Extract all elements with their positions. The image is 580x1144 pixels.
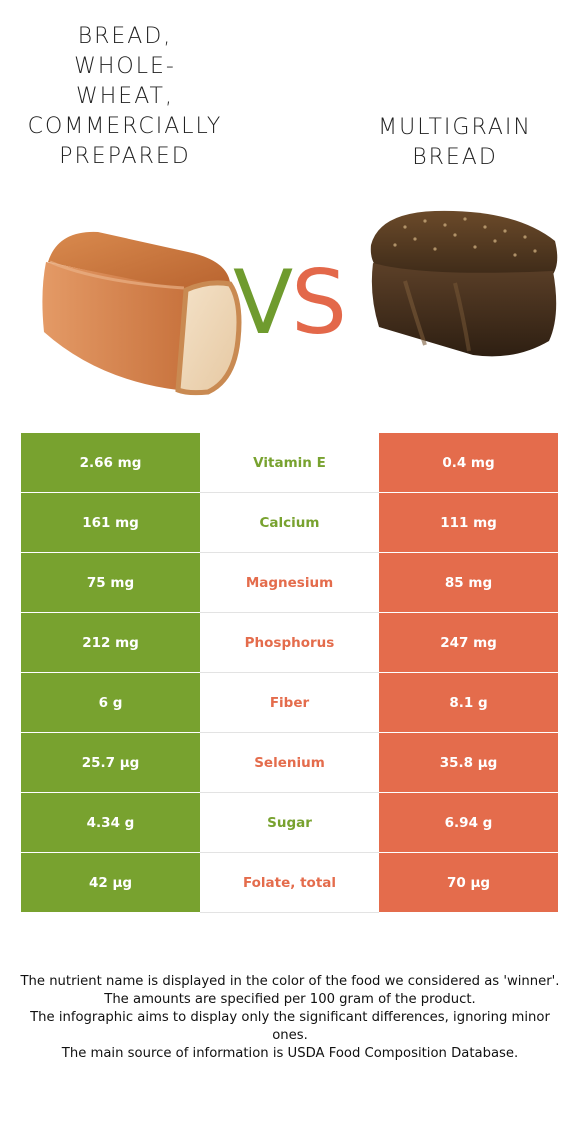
left-value: 212 mg — [21, 613, 200, 673]
nutrient-name: Vitamin E — [200, 433, 379, 493]
vs-label: VS — [224, 258, 354, 348]
table-row: 25.7 µg Selenium 35.8 µg — [21, 733, 558, 793]
right-value: 8.1 g — [379, 673, 558, 733]
nutrient-name: Sugar — [200, 793, 379, 853]
right-value: 111 mg — [379, 493, 558, 553]
comparison-table: 2.66 mg Vitamin E 0.4 mg 161 mg Calcium … — [21, 433, 558, 913]
nutrient-name: Selenium — [200, 733, 379, 793]
table-row: 2.66 mg Vitamin E 0.4 mg — [21, 433, 558, 493]
multigrain-bread-image — [370, 210, 558, 357]
footnote-line: The infographic aims to display only the… — [30, 1010, 550, 1043]
left-value: 161 mg — [21, 493, 200, 553]
table-row: 4.34 g Sugar 6.94 g — [21, 793, 558, 853]
table-row: 212 mg Phosphorus 247 mg — [21, 613, 558, 673]
table-row: 161 mg Calcium 111 mg — [21, 493, 558, 553]
footnote-line: The amounts are specified per 100 gram o… — [104, 992, 476, 1007]
left-value: 42 µg — [21, 853, 200, 913]
left-title-line: WHOLE- — [74, 54, 176, 79]
vs-s-letter: S — [291, 251, 347, 354]
left-title-line: WHEAT, — [76, 84, 174, 109]
table-row: 42 µg Folate, total 70 µg — [21, 853, 558, 913]
left-title-line: PREPARED — [59, 144, 191, 169]
left-value: 25.7 µg — [21, 733, 200, 793]
left-title-line: COMMERCIALLY — [27, 114, 223, 139]
right-value: 0.4 mg — [379, 433, 558, 493]
whole-wheat-bread-image — [42, 231, 242, 396]
right-value: 6.94 g — [379, 793, 558, 853]
nutrient-name: Fiber — [200, 673, 379, 733]
right-value: 35.8 µg — [379, 733, 558, 793]
right-value: 247 mg — [379, 613, 558, 673]
footnote-line: The nutrient name is displayed in the co… — [20, 974, 560, 989]
left-value: 6 g — [21, 673, 200, 733]
nutrient-name: Calcium — [200, 493, 379, 553]
right-food-title: MULTIGRAIN BREAD — [355, 113, 555, 173]
left-value: 2.66 mg — [21, 433, 200, 493]
table-row: 6 g Fiber 8.1 g — [21, 673, 558, 733]
left-value: 4.34 g — [21, 793, 200, 853]
left-food-title: BREAD, WHOLE- WHEAT, COMMERCIALLY PREPAR… — [20, 22, 230, 172]
right-title-line: BREAD — [412, 145, 498, 170]
footnote-line: The main source of information is USDA F… — [61, 1046, 519, 1061]
left-title-line: BREAD, — [77, 24, 173, 49]
right-value: 70 µg — [379, 853, 558, 913]
nutrient-name: Magnesium — [200, 553, 379, 613]
right-value: 85 mg — [379, 553, 558, 613]
nutrient-name: Phosphorus — [200, 613, 379, 673]
nutrient-name: Folate, total — [200, 853, 379, 913]
left-value: 75 mg — [21, 553, 200, 613]
vs-v-letter: V — [232, 251, 293, 354]
right-title-line: MULTIGRAIN — [378, 115, 532, 140]
footnote: The nutrient name is displayed in the co… — [14, 973, 566, 1063]
table-row: 75 mg Magnesium 85 mg — [21, 553, 558, 613]
